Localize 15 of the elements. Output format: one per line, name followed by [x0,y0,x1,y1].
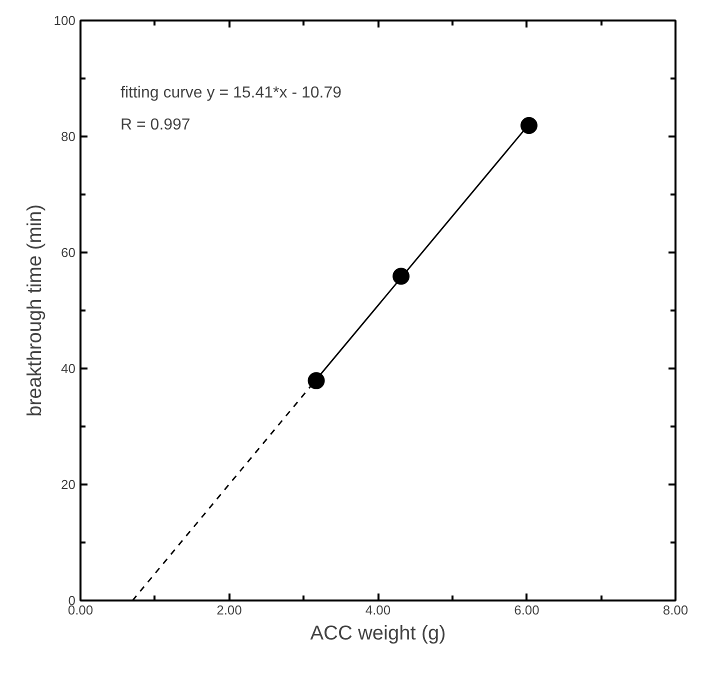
annotation: fitting curve y = 15.41*x - 10.79 [120,84,342,102]
y-axis-title: breakthrough time (min) [24,204,46,417]
y-tick-label: 80 [61,129,76,144]
x-tick-label: 2.00 [216,602,242,618]
annotation: R = 0.997 [120,116,190,134]
y-tick-label: 40 [61,361,76,376]
point [308,372,325,390]
y-tick-label: 20 [61,477,76,492]
x-tick-label: 6.00 [514,602,540,618]
y-tick-label: 100 [54,13,76,28]
point [520,116,538,134]
x-tick-label: 8.00 [662,602,688,618]
y-tick-label: 60 [61,245,76,260]
x-tick-label: 4.00 [365,602,391,618]
x-axis-title: ACC weight (g) [310,622,446,644]
